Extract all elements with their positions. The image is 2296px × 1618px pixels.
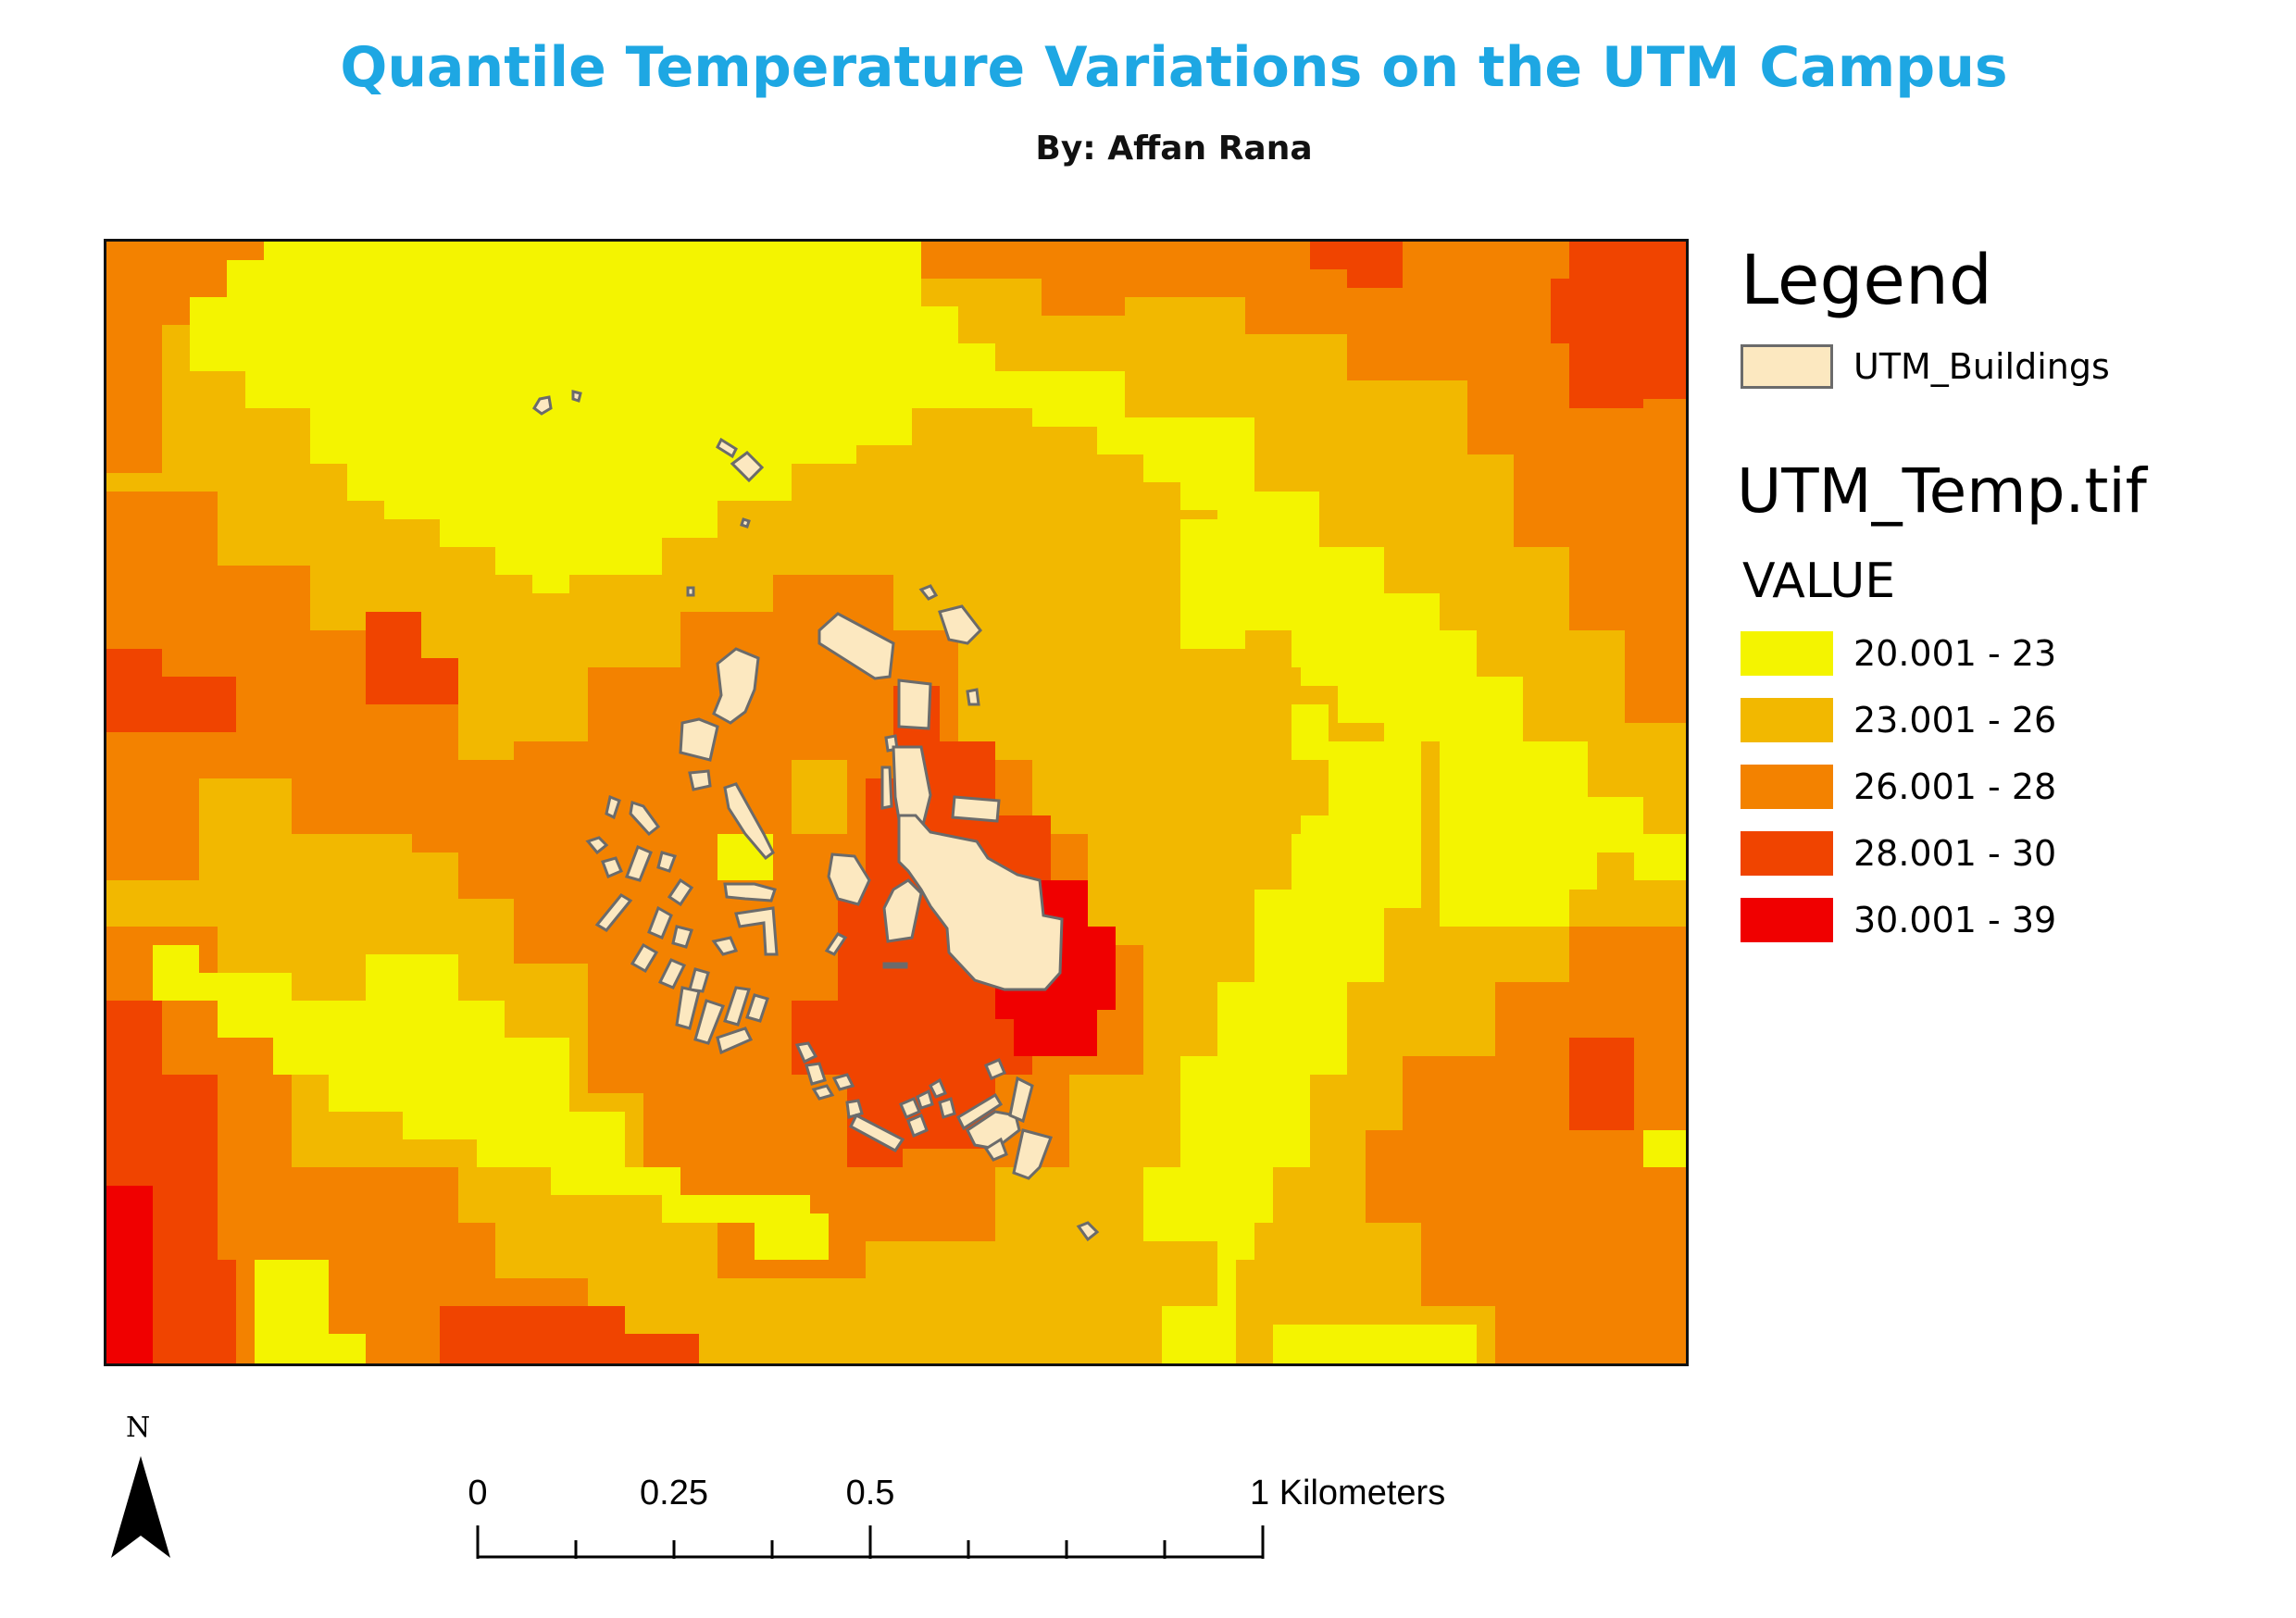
north-letter: N: [126, 1412, 151, 1444]
class-28-30-zones: [106, 242, 1686, 1363]
raster-field-title: VALUE: [1742, 554, 1896, 609]
legend-title: Legend: [1741, 241, 1992, 320]
class-4-swatch: [1741, 831, 1833, 876]
scale-bar: 0 0.25 0.5 1 Kilometers: [454, 1462, 1528, 1564]
north-arrow: N: [104, 1412, 178, 1560]
legend-label-class-5: 30.001 - 39: [1853, 900, 2057, 940]
utm-buildings: [532, 390, 1100, 1242]
scale-bar-line: [476, 1525, 1265, 1559]
temperature-map[interactable]: [104, 239, 1689, 1366]
legend-label-class-2: 23.001 - 26: [1853, 700, 2057, 741]
map-title: Quantile Temperature Variations on the U…: [340, 35, 2008, 100]
temperature-raster: [106, 242, 1686, 1363]
scale-label-1-km: 1 Kilometers: [1250, 1474, 1446, 1512]
class-3-swatch: [1741, 765, 1833, 809]
legend-label-buildings: UTM_Buildings: [1853, 346, 2110, 387]
legend-label-class-4: 28.001 - 30: [1853, 833, 2057, 874]
legend-label-class-1: 20.001 - 23: [1853, 633, 2057, 674]
scale-label-0: 0: [468, 1474, 488, 1512]
scale-label-0-25: 0.25: [640, 1474, 708, 1512]
class-20-23-zones: [153, 242, 1686, 1363]
class-1-swatch: [1741, 631, 1833, 676]
class-5-swatch: [1741, 898, 1833, 942]
class-2-swatch: [1741, 698, 1833, 742]
scale-label-0-5: 0.5: [845, 1474, 895, 1512]
north-arrow-icon: [111, 1456, 170, 1558]
legend-label-class-3: 26.001 - 28: [1853, 766, 2057, 807]
buildings-swatch: [1741, 344, 1833, 389]
raster-layer-title: UTM_Temp.tif: [1737, 455, 2147, 527]
map-author: By: Affan Rana: [1035, 130, 1313, 168]
